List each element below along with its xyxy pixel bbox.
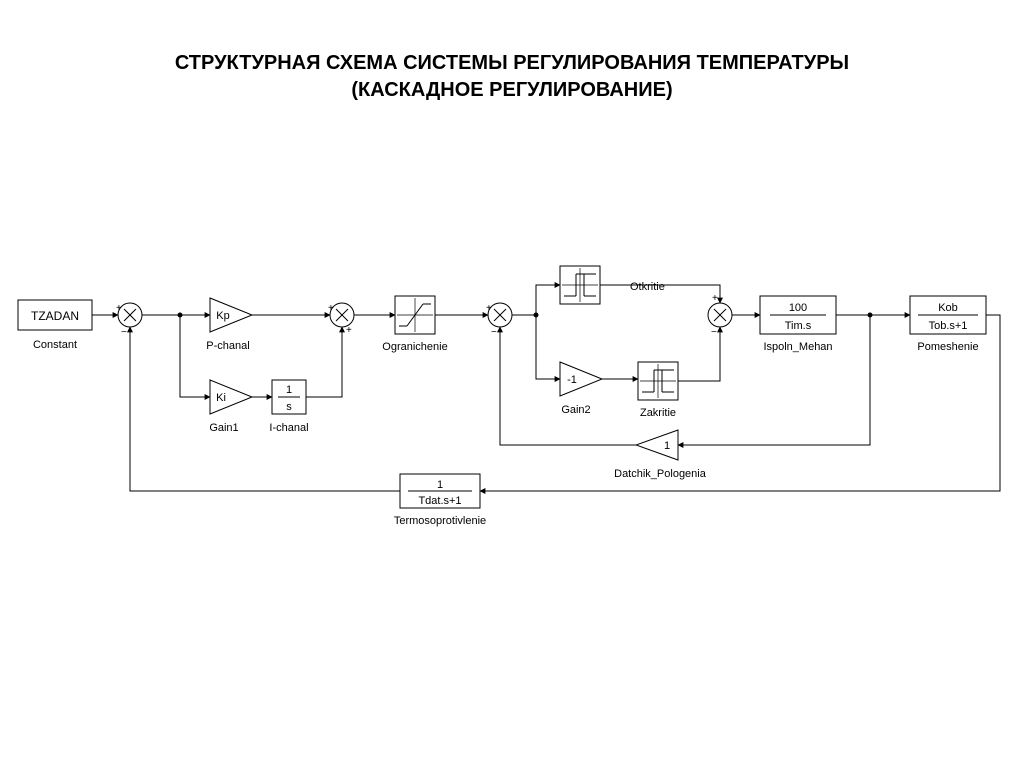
block-relay-zakritie: Zakritie: [638, 362, 678, 419]
svg-text:Constant: Constant: [33, 339, 77, 351]
block-ispoln-mehan: 100 Tim.s Ispoln_Mehan: [760, 296, 836, 353]
svg-text:−: −: [121, 327, 127, 338]
svg-text:Datchik_Pologenia: Datchik_Pologenia: [614, 468, 707, 480]
svg-text:Tim.s: Tim.s: [785, 320, 812, 332]
svg-text:Otkritie: Otkritie: [630, 281, 665, 293]
svg-text:−: −: [711, 327, 717, 338]
svg-text:I-chanal: I-chanal: [269, 422, 308, 434]
block-datchik: 1 Datchik_Pologenia: [614, 430, 707, 480]
svg-text:P-chanal: P-chanal: [206, 340, 249, 352]
svg-text:−: −: [491, 327, 497, 338]
svg-text:TZADAN: TZADAN: [31, 309, 79, 323]
block-termo: 1 Tdat.s+1 Termosoprotivlenie: [394, 474, 486, 527]
block-diagram-canvas: TZADAN Constant + − Kp P-chanal Ki Gain1…: [0, 0, 1024, 767]
svg-text:Ogranichenie: Ogranichenie: [382, 341, 447, 353]
svg-text:Tdat.s+1: Tdat.s+1: [418, 495, 461, 507]
sum3: + −: [486, 303, 512, 338]
svg-text:1: 1: [286, 384, 292, 396]
svg-text:Ispoln_Mehan: Ispoln_Mehan: [763, 341, 832, 353]
svg-text:Ki: Ki: [216, 392, 226, 404]
svg-text:Gain2: Gain2: [561, 404, 590, 416]
svg-text:+: +: [346, 325, 352, 336]
svg-text:+: +: [328, 303, 334, 314]
block-pomeshenie: Kob Tob.s+1 Pomeshenie: [910, 296, 986, 353]
svg-text:+: +: [116, 303, 122, 314]
block-ki-gain: Ki Gain1: [209, 380, 252, 434]
svg-text:1: 1: [437, 479, 443, 491]
svg-text:-1: -1: [567, 374, 577, 386]
svg-text:+: +: [712, 293, 718, 304]
svg-text:Zakritie: Zakritie: [640, 407, 676, 419]
svg-text:1: 1: [664, 440, 670, 452]
sum1: + −: [116, 303, 142, 338]
svg-text:100: 100: [789, 302, 807, 314]
svg-text:Kp: Kp: [216, 310, 229, 322]
svg-text:Termosoprotivlenie: Termosoprotivlenie: [394, 515, 486, 527]
block-integrator: 1 s I-chanal: [269, 380, 308, 434]
sum2: + +: [328, 303, 354, 336]
svg-text:Kob: Kob: [938, 302, 958, 314]
block-tzadan: TZADAN Constant: [18, 300, 92, 351]
svg-text:Pomeshenie: Pomeshenie: [917, 341, 978, 353]
svg-text:+: +: [486, 303, 492, 314]
block-kp-gain: Kp P-chanal: [206, 298, 252, 352]
svg-text:Tob.s+1: Tob.s+1: [929, 320, 968, 332]
svg-text:s: s: [286, 401, 292, 413]
block-gain2: -1 Gain2: [560, 362, 602, 416]
block-saturation: Ogranichenie: [382, 296, 447, 353]
svg-text:Gain1: Gain1: [209, 422, 238, 434]
